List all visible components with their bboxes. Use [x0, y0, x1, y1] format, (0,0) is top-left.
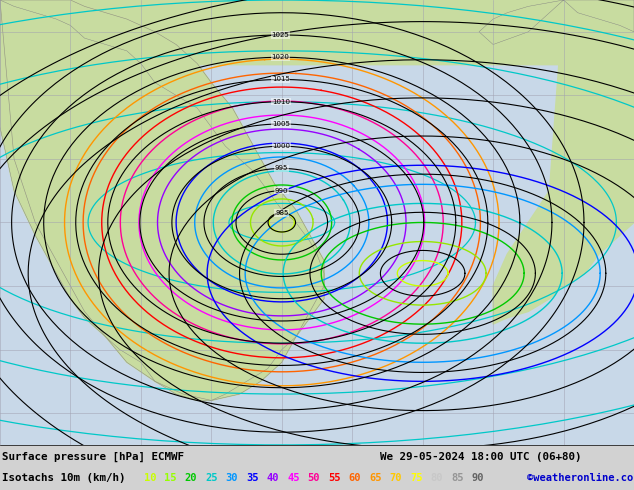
Text: 30: 30: [226, 473, 238, 483]
Polygon shape: [0, 0, 634, 64]
Text: 1005: 1005: [272, 121, 290, 127]
Text: 85: 85: [451, 473, 463, 483]
Text: 45: 45: [287, 473, 300, 483]
Text: 65: 65: [369, 473, 382, 483]
Text: 990: 990: [275, 188, 288, 194]
Polygon shape: [0, 0, 324, 400]
Text: 20: 20: [184, 473, 197, 483]
Text: ©weatheronline.co.uk: ©weatheronline.co.uk: [527, 473, 634, 483]
Polygon shape: [493, 0, 634, 324]
Text: 995: 995: [275, 166, 288, 171]
Polygon shape: [0, 0, 324, 400]
Text: Surface pressure [hPa] ECMWF: Surface pressure [hPa] ECMWF: [2, 452, 184, 462]
Text: 60: 60: [349, 473, 361, 483]
Text: 40: 40: [267, 473, 279, 483]
Text: 10: 10: [144, 473, 156, 483]
Polygon shape: [0, 0, 634, 445]
Text: Isotachs 10m (km/h): Isotachs 10m (km/h): [2, 473, 126, 483]
Text: 55: 55: [328, 473, 340, 483]
Text: 1015: 1015: [272, 76, 290, 82]
Polygon shape: [479, 0, 634, 45]
Text: 70: 70: [390, 473, 402, 483]
Text: 1025: 1025: [271, 32, 289, 38]
Text: 1020: 1020: [271, 54, 290, 60]
Polygon shape: [0, 0, 634, 64]
Text: 75: 75: [410, 473, 423, 483]
Text: 50: 50: [307, 473, 320, 483]
Text: 1010: 1010: [272, 98, 290, 105]
Text: 90: 90: [472, 473, 484, 483]
Text: We 29-05-2024 18:00 UTC (06+80): We 29-05-2024 18:00 UTC (06+80): [380, 452, 581, 462]
Polygon shape: [0, 64, 634, 445]
Text: 1000: 1000: [272, 143, 290, 149]
Text: 985: 985: [275, 210, 288, 216]
Text: 15: 15: [164, 473, 177, 483]
Text: 80: 80: [430, 473, 443, 483]
Polygon shape: [0, 0, 634, 127]
Text: 35: 35: [246, 473, 259, 483]
Text: 25: 25: [205, 473, 217, 483]
